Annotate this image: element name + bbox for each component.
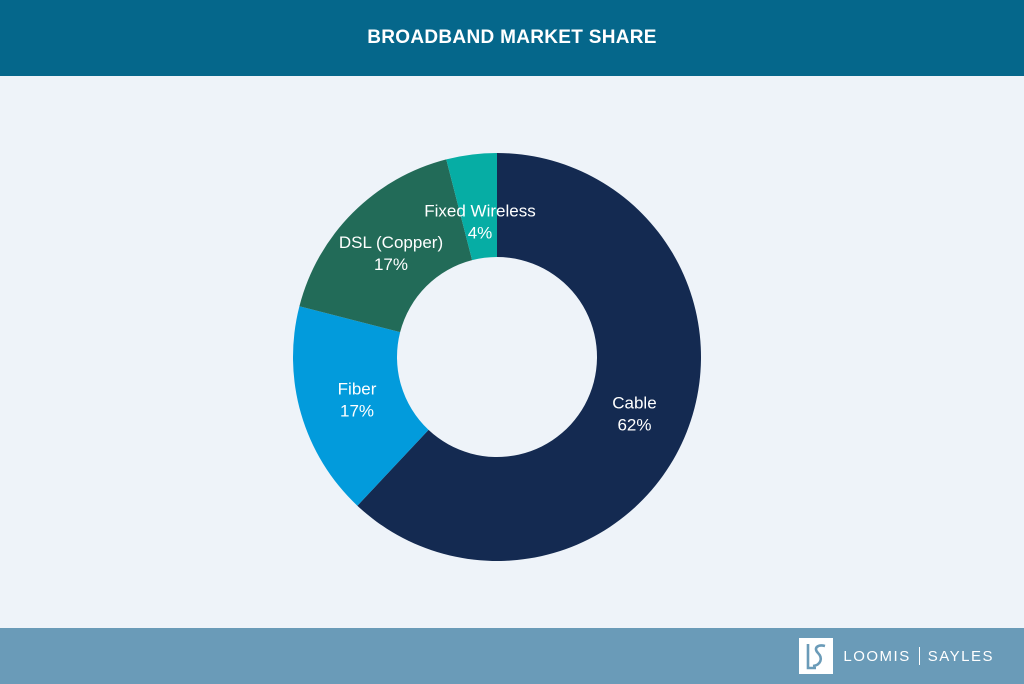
slice-label-group: Cable 62% (612, 393, 656, 434)
logo-word-sayles: SAYLES (927, 647, 994, 665)
slice-label-name: Fixed Wireless (424, 202, 535, 221)
logo-wordmark: LOOMIS SAYLES (843, 647, 994, 665)
slice-label-name: Cable (612, 393, 656, 412)
logo-word-loomis: LOOMIS (843, 647, 911, 665)
slice-label-group: Fiber 17% (338, 380, 377, 421)
slice-label-value: 17% (374, 255, 408, 274)
page-title: BROADBAND MARKET SHARE (367, 27, 657, 48)
slice-label-group: DSL (Copper) 17% (339, 233, 443, 274)
slice-label-value: 17% (340, 402, 374, 421)
slice-label-group: Fixed Wireless 4% (424, 202, 535, 243)
slice-cable (357, 153, 701, 561)
chart-area: Cable 62% Fiber 17% DSL (Copper) 17% Fixed Wir… (0, 76, 1024, 628)
header-bar: BROADBAND MARKET SHARE (0, 0, 1024, 76)
slice-fiber (293, 306, 429, 506)
slice-label-name: DSL (Copper) (339, 233, 443, 252)
logo-separator (918, 647, 920, 665)
slice-dsl-copper (299, 159, 473, 333)
slice-label-name: Fiber (338, 380, 377, 399)
slice-fixed-wireless (446, 153, 497, 261)
slice-label-value: 62% (617, 415, 651, 434)
footer-bar: LOOMIS SAYLES (0, 628, 1024, 684)
loomis-sayles-logo: LOOMIS SAYLES (799, 638, 994, 674)
donut-chart: Cable 62% Fiber 17% DSL (Copper) 17% Fixed Wir… (293, 153, 701, 561)
slice-label-value: 4% (468, 224, 493, 243)
logo-monogram-icon (799, 638, 834, 674)
